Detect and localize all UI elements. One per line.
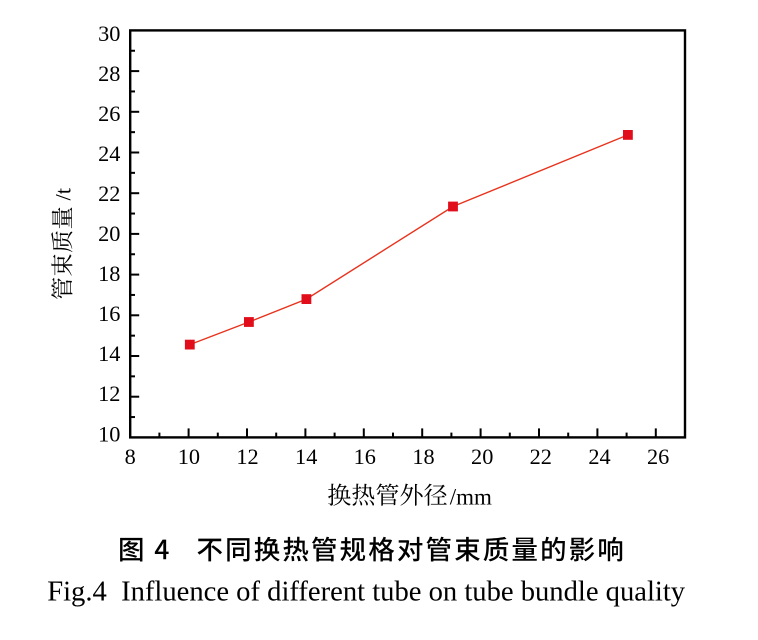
svg-text:20: 20 [471,444,493,469]
svg-text:12: 12 [98,381,120,406]
svg-text:20: 20 [98,221,120,246]
svg-text:/t: /t [51,187,76,200]
svg-text:14: 14 [295,444,317,469]
svg-text:14: 14 [98,341,120,366]
svg-text:16: 16 [354,444,376,469]
svg-text:24: 24 [98,141,120,166]
svg-text:26: 26 [647,444,669,469]
svg-text:28: 28 [98,61,120,86]
svg-text:26: 26 [98,101,120,126]
svg-text:/mm: /mm [450,484,492,509]
svg-text:16: 16 [98,301,120,326]
svg-text:10: 10 [98,421,120,446]
svg-text:10: 10 [178,444,200,469]
svg-text:18: 18 [98,261,120,286]
svg-text:30: 30 [98,21,120,46]
svg-text:22: 22 [98,181,120,206]
svg-text:12: 12 [236,444,258,469]
svg-text:8: 8 [125,444,136,469]
svg-text:18: 18 [412,444,434,469]
svg-text:24: 24 [588,444,610,469]
svg-text:Fig.4 Influence of different: Fig.4 Influence of different tube on tub… [47,576,686,607]
svg-text:22: 22 [530,444,552,469]
